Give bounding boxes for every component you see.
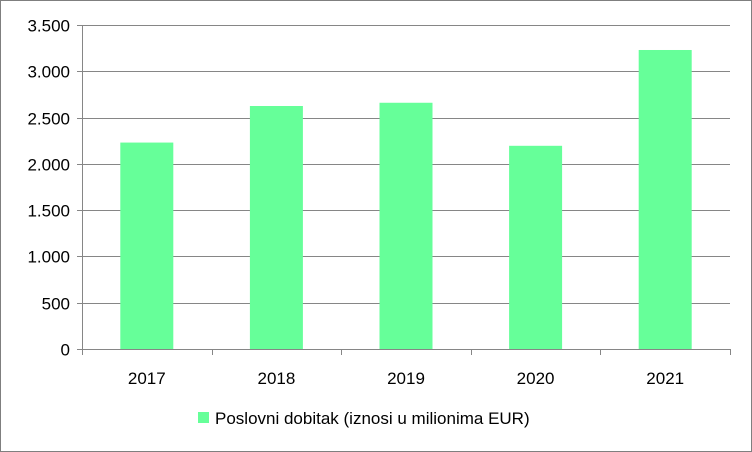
x-tick-label: 2018 bbox=[257, 369, 295, 388]
legend: Poslovni dobitak (iznosi u milionima EUR… bbox=[198, 409, 530, 428]
y-tick-label: 2.000 bbox=[27, 156, 70, 175]
y-tick-label: 2.500 bbox=[27, 110, 70, 129]
bar-2019 bbox=[379, 102, 433, 349]
y-tick-label: 1.000 bbox=[27, 248, 70, 267]
x-tick-label: 2021 bbox=[646, 369, 684, 388]
y-tick-label: 500 bbox=[42, 295, 70, 314]
y-tick-label: 3.500 bbox=[27, 17, 70, 36]
legend-swatch bbox=[198, 412, 209, 423]
x-tick-label: 2020 bbox=[517, 369, 555, 388]
bar-2018 bbox=[249, 106, 303, 349]
bar-2020 bbox=[509, 145, 563, 349]
y-tick-label: 3.000 bbox=[27, 63, 70, 82]
y-tick-label: 0 bbox=[61, 341, 70, 360]
bars bbox=[120, 49, 692, 349]
bar-2017 bbox=[120, 142, 174, 349]
y-axis-tick-labels: 0 500 1.000 1.500 2.000 2.500 3.000 3.500 bbox=[27, 17, 70, 360]
x-tick-label: 2019 bbox=[387, 369, 425, 388]
legend-label: Poslovni dobitak (iznosi u milionima EUR… bbox=[215, 409, 530, 428]
bar-2021 bbox=[638, 49, 692, 349]
y-tick-label: 1.500 bbox=[27, 202, 70, 221]
axes bbox=[77, 25, 731, 355]
x-axis-tick-labels: 2017 2018 2019 2020 2021 bbox=[128, 369, 684, 388]
x-tick-label: 2017 bbox=[128, 369, 166, 388]
